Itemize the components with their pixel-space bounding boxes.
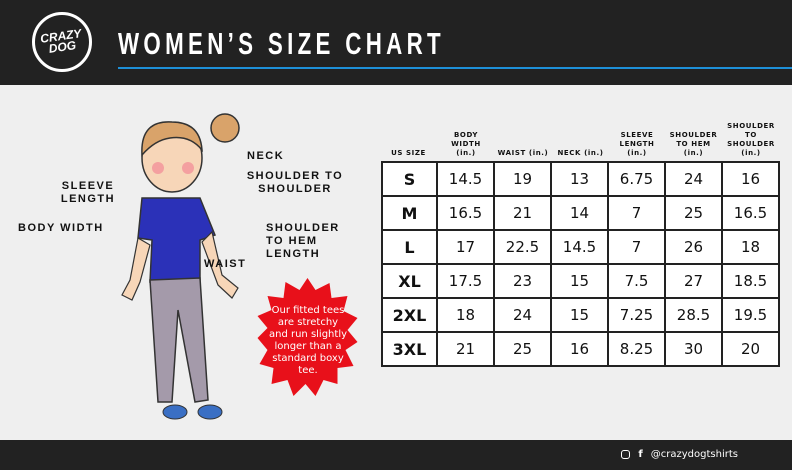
label-waist: WAIST xyxy=(204,258,247,270)
measurement-cell: 13 xyxy=(550,161,609,197)
label-shoulder-to-hem: SHOULDER TO HEM LENGTH xyxy=(266,222,340,260)
callout-text: Our fitted tees are stretchy and run sli… xyxy=(268,305,348,376)
measurement-cell: 18.5 xyxy=(721,263,780,299)
table-row: M 16.5 21 14 7 25 16.5 xyxy=(381,195,780,231)
col-header-shoulder-to-shoulder: SHOULDER TO SHOULDER (in.) xyxy=(727,122,775,157)
label-shoulder-to-shoulder: SHOULDER TO SHOULDER xyxy=(246,170,344,195)
page-title: WOMEN’S SIZE CHART xyxy=(118,26,446,61)
measurement-cell: 21 xyxy=(436,331,495,367)
col-header-body-width: BODY WIDTH (in.) xyxy=(451,131,481,157)
measurement-cell: 21 xyxy=(493,195,552,231)
measurement-cell: 17.5 xyxy=(436,263,495,299)
header: CRAZY DOG WOMEN’S SIZE CHART xyxy=(0,0,792,85)
measurement-cell: 20 xyxy=(721,331,780,367)
measurement-cell: 19.5 xyxy=(721,297,780,333)
size-cell: S xyxy=(381,161,438,197)
measurement-cell: 14.5 xyxy=(550,229,609,265)
measurement-cell: 7.25 xyxy=(607,297,666,333)
col-header-sleeve-length: SLEEVE LENGTH (in.) xyxy=(619,131,655,157)
measurement-cell: 23 xyxy=(493,263,552,299)
measurement-cell: 25 xyxy=(493,331,552,367)
measurement-cell: 22.5 xyxy=(493,229,552,265)
measurement-cell: 7 xyxy=(607,229,666,265)
callout-starburst xyxy=(257,278,358,396)
measurement-cell: 15 xyxy=(550,263,609,299)
measurement-cell: 7 xyxy=(607,195,666,231)
measurement-cell: 8.25 xyxy=(607,331,666,367)
measurement-cell: 18 xyxy=(721,229,780,265)
measurement-cell: 25 xyxy=(664,195,723,231)
size-cell: 3XL xyxy=(381,331,438,367)
size-cell: L xyxy=(381,229,438,265)
size-cell: M xyxy=(381,195,438,231)
measurement-cell: 16 xyxy=(550,331,609,367)
measurement-cell: 17 xyxy=(436,229,495,265)
table-row: 2XL 18 24 15 7.25 28.5 19.5 xyxy=(381,297,780,333)
measurement-cell: 15 xyxy=(550,297,609,333)
size-cell: 2XL xyxy=(381,297,438,333)
table-row: 3XL 21 25 16 8.25 30 20 xyxy=(381,331,780,367)
measurement-cell: 16 xyxy=(721,161,780,197)
measurement-cell: 28.5 xyxy=(664,297,723,333)
measurement-cell: 26 xyxy=(664,229,723,265)
measurement-cell: 27 xyxy=(664,263,723,299)
measurement-cell: 7.5 xyxy=(607,263,666,299)
col-header-shoulder-to-hem: SHOULDER TO HEM (in.) xyxy=(669,131,718,157)
footer: f @crazydogtshirts xyxy=(0,440,792,470)
label-neck: NECK xyxy=(247,150,285,162)
measurement-cell: 14.5 xyxy=(436,161,495,197)
label-body-width: BODY WIDTH xyxy=(18,222,104,234)
col-header-waist: WAIST (in.) xyxy=(497,149,549,157)
measurement-cell: 18 xyxy=(436,297,495,333)
measurement-cell: 19 xyxy=(493,161,552,197)
measurement-cell: 16.5 xyxy=(721,195,780,231)
facebook-icon[interactable]: f xyxy=(638,449,643,460)
measurement-cell: 24 xyxy=(664,161,723,197)
col-header-neck: NECK (in.) xyxy=(557,149,604,157)
title-underline xyxy=(118,67,792,69)
measurement-cell: 24 xyxy=(493,297,552,333)
social-handle[interactable]: @crazydogtshirts xyxy=(650,449,738,460)
girl-illustration xyxy=(121,113,240,420)
size-cell: XL xyxy=(381,263,438,299)
instagram-icon[interactable] xyxy=(621,450,631,459)
table-row: L 17 22.5 14.5 7 26 18 xyxy=(381,229,780,265)
measurement-cell: 6.75 xyxy=(607,161,666,197)
measurement-cell: 16.5 xyxy=(436,195,495,231)
table-row: S 14.5 19 13 6.75 24 16 xyxy=(381,161,780,197)
measurement-cell: 14 xyxy=(550,195,609,231)
label-sleeve-length: SLEEVE LENGTH xyxy=(60,180,116,205)
size-table: S 14.5 19 13 6.75 24 16 M 16.5 21 14 7 25 16.5 L 17 22.5… xyxy=(381,161,780,367)
table-row: XL 17.5 23 15 7.5 27 18.5 xyxy=(381,263,780,299)
measurement-cell: 30 xyxy=(664,331,723,367)
crazy-dog-logo: CRAZY DOG xyxy=(32,12,92,72)
col-header-size: US SIZE xyxy=(391,149,426,157)
